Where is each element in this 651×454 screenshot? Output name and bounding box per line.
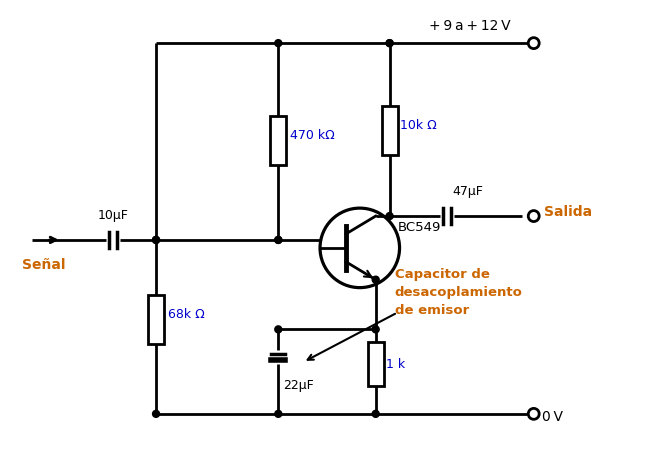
Text: 10μF: 10μF (98, 209, 129, 222)
Circle shape (372, 410, 379, 417)
Text: + 9 a + 12 V: + 9 a + 12 V (430, 19, 511, 33)
Bar (270, 116, 286, 165)
Circle shape (275, 326, 282, 333)
Circle shape (275, 237, 282, 243)
Circle shape (152, 237, 159, 243)
Text: 68k Ω: 68k Ω (168, 308, 204, 321)
Circle shape (386, 212, 393, 220)
Bar (381, 106, 398, 155)
Bar (368, 342, 383, 386)
Circle shape (152, 410, 159, 417)
Text: 10k Ω: 10k Ω (400, 119, 436, 132)
Bar (148, 295, 164, 344)
Circle shape (275, 410, 282, 417)
Text: Señal: Señal (22, 258, 66, 272)
Text: BC549: BC549 (398, 222, 441, 235)
Circle shape (275, 39, 282, 47)
Text: Capacitor de
desacoplamiento
de emisor: Capacitor de desacoplamiento de emisor (395, 268, 523, 317)
Circle shape (152, 237, 159, 243)
Text: 470 kΩ: 470 kΩ (290, 129, 335, 142)
Circle shape (275, 237, 282, 243)
Circle shape (386, 39, 393, 47)
Text: 47μF: 47μF (452, 185, 483, 198)
Text: 22μF: 22μF (283, 379, 314, 392)
Circle shape (372, 276, 379, 283)
Circle shape (386, 39, 393, 47)
Text: Salida: Salida (544, 205, 592, 219)
Circle shape (372, 326, 379, 333)
Text: 0 V: 0 V (542, 410, 562, 424)
Text: 1 k: 1 k (385, 358, 405, 370)
